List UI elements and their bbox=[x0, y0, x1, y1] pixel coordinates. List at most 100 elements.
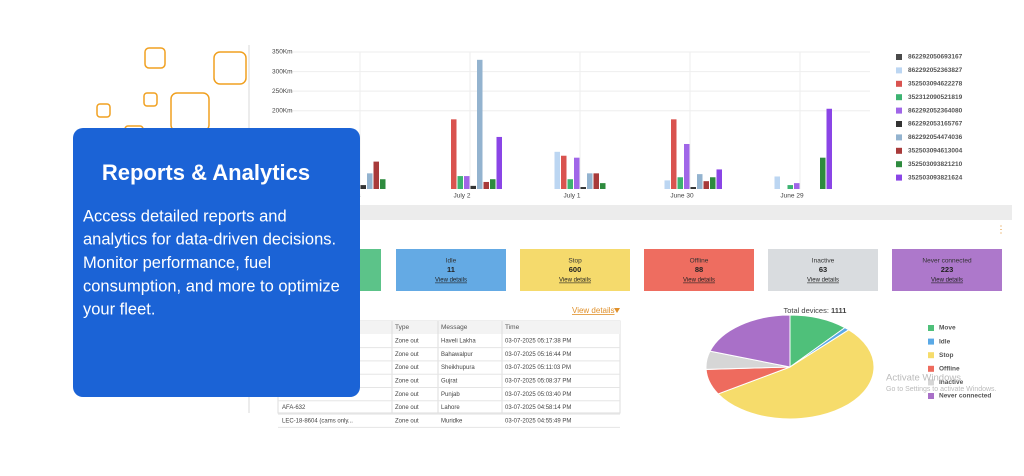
bar bbox=[664, 180, 670, 189]
bar bbox=[554, 151, 560, 189]
status-label: Stop bbox=[568, 258, 582, 265]
status-card[interactable] bbox=[644, 249, 754, 291]
legend-label: 862292050693167 bbox=[908, 54, 963, 61]
y-tick-label: 350Km bbox=[272, 49, 293, 56]
card-description: your fleet. bbox=[83, 301, 155, 319]
watermark-title: Activate Windows bbox=[886, 373, 961, 384]
status-link[interactable]: View details bbox=[807, 278, 839, 284]
table-cell: Gujrat bbox=[441, 378, 458, 384]
legend-label: Stop bbox=[939, 352, 953, 359]
status-card[interactable] bbox=[520, 249, 630, 291]
status-label: Inactive bbox=[812, 258, 835, 265]
legend-swatch bbox=[928, 325, 934, 331]
table-cell: 03-07-2025 05:03:40 PM bbox=[505, 392, 571, 398]
decor-square bbox=[213, 51, 247, 85]
bar bbox=[710, 177, 716, 189]
status-count: 11 bbox=[447, 265, 455, 274]
legend-swatch bbox=[896, 134, 902, 141]
column-header: Type bbox=[395, 324, 409, 331]
status-count: 88 bbox=[695, 265, 703, 274]
status-card[interactable] bbox=[768, 249, 878, 291]
status-link[interactable]: View details bbox=[559, 278, 591, 284]
column-header: Message bbox=[441, 324, 468, 331]
table-cell: Zone out bbox=[395, 392, 419, 398]
status-link[interactable]: View details bbox=[435, 278, 467, 284]
bar bbox=[684, 143, 690, 189]
legend-swatch bbox=[928, 352, 934, 359]
decor-square bbox=[143, 92, 158, 107]
x-tick-label: June 29 bbox=[780, 193, 804, 200]
bar bbox=[457, 176, 463, 189]
card-bg bbox=[73, 128, 360, 397]
legend-swatch bbox=[896, 147, 902, 154]
legend-swatch bbox=[896, 94, 902, 101]
card-title: Reports & Analytics bbox=[102, 160, 310, 185]
legend-label: 862292053165767 bbox=[908, 121, 963, 128]
bar bbox=[367, 173, 373, 189]
decor-square bbox=[170, 92, 210, 132]
legend-swatch bbox=[896, 107, 902, 114]
legend-label: 862292052364080 bbox=[908, 107, 963, 114]
total-devices: Total devices: 1111 bbox=[784, 306, 847, 315]
bar bbox=[587, 173, 593, 189]
bar bbox=[580, 187, 586, 189]
status-card[interactable] bbox=[396, 249, 506, 291]
total-label: Total devices: bbox=[784, 306, 832, 315]
feature-card: Reports & Analytics Access detailed repo… bbox=[73, 128, 360, 397]
x-tick-label: July 1 bbox=[564, 193, 581, 200]
table-cell: Zone out bbox=[395, 378, 419, 384]
filter-icon bbox=[614, 308, 620, 313]
table-cell: Zone out bbox=[395, 339, 419, 345]
x-tick-label: July 2 bbox=[454, 193, 471, 200]
table-cell: Zone out bbox=[395, 405, 419, 411]
bar bbox=[794, 183, 800, 189]
bar bbox=[703, 181, 709, 189]
pie-slice bbox=[717, 329, 875, 420]
legend-swatch bbox=[928, 393, 934, 399]
table-cell: 03-07-2025 05:17:38 PM bbox=[505, 339, 571, 345]
bar bbox=[820, 157, 826, 189]
x-tick-label: June 30 bbox=[670, 193, 694, 200]
bar bbox=[690, 187, 696, 189]
total-value: 1111 bbox=[831, 306, 846, 315]
legend-label: Move bbox=[939, 325, 956, 332]
status-label: Offline bbox=[690, 258, 709, 265]
legend-swatch bbox=[928, 379, 934, 386]
bar bbox=[697, 174, 703, 189]
bar bbox=[716, 169, 722, 189]
bar bbox=[677, 177, 683, 189]
legend-label: Inactive bbox=[939, 379, 964, 386]
bar bbox=[567, 179, 573, 189]
status-count: 223 bbox=[941, 265, 954, 274]
legend-swatch bbox=[896, 80, 902, 87]
y-tick-label: 200Km bbox=[272, 107, 293, 114]
bar bbox=[477, 59, 483, 190]
table-cell: 03-07-2025 05:11:03 PM bbox=[505, 365, 571, 371]
status-card[interactable] bbox=[892, 249, 1002, 291]
bar bbox=[451, 119, 457, 189]
menu-dots[interactable]: ⋮ bbox=[996, 225, 1006, 236]
bar bbox=[561, 155, 567, 189]
bar bbox=[593, 173, 599, 189]
bar bbox=[490, 179, 496, 189]
legend-label: 352503093821624 bbox=[908, 174, 963, 181]
bar bbox=[380, 179, 386, 189]
table-cell: Muridke bbox=[441, 418, 463, 424]
bar bbox=[574, 157, 580, 189]
status-link[interactable]: View details bbox=[931, 278, 963, 284]
table-link[interactable]: View details bbox=[572, 306, 615, 315]
legend-swatch bbox=[928, 365, 934, 372]
legend-swatch bbox=[896, 54, 902, 60]
legend-swatch bbox=[928, 338, 934, 345]
bar bbox=[373, 161, 379, 189]
status-link[interactable]: View details bbox=[683, 278, 715, 284]
table-cell: Zone out bbox=[395, 352, 419, 358]
bar bbox=[360, 185, 366, 189]
status-label: Never connected bbox=[922, 258, 972, 265]
status-count: 63 bbox=[819, 265, 827, 274]
table-cell: Haveli Lakha bbox=[441, 339, 476, 345]
y-tick-label: 250Km bbox=[272, 88, 293, 95]
table-cell: Zone out bbox=[395, 418, 419, 424]
